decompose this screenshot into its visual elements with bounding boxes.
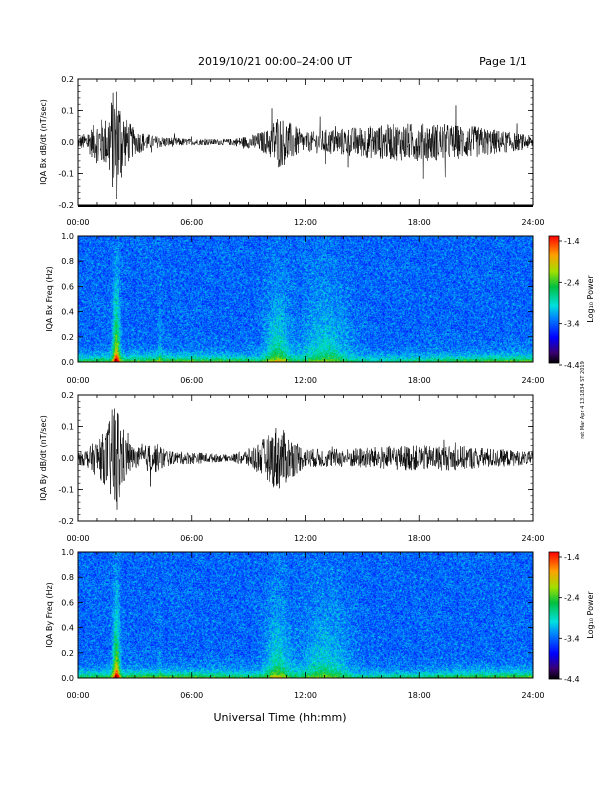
bx-spectrogram-y-axis-title: IQA Bx Freq (Hz) bbox=[45, 266, 54, 332]
bx-dbdt-panel: 0.2 0.1 0.0 -0.1 -0.2 00:00 06:00 12:00 18:00 24… bbox=[39, 75, 545, 227]
by-dbdt-x-tick-label: 00:00 bbox=[66, 534, 89, 543]
colorbar-top: -1.4 -2.4 -3.4 -4.4 Log₁₀ Power bbox=[548, 235, 595, 370]
x-axis-title: Universal Time (hh:mm) bbox=[214, 711, 347, 724]
by-dbdt-y-tick-label: 0.1 bbox=[61, 423, 74, 432]
by-dbdt-trace bbox=[77, 408, 534, 510]
bx-spectrogram-y-tick-label: 0.0 bbox=[61, 358, 74, 367]
colorbar-bottom-tick-label: -4.4 bbox=[564, 675, 580, 684]
bx-dbdt-y-tick-label: 0.2 bbox=[61, 75, 74, 84]
colorbar-bottom-ticks: -1.4 -2.4 -3.4 -4.4 bbox=[559, 553, 580, 684]
bx-dbdt-y-ticks: 0.2 0.1 0.0 -0.1 -0.2 bbox=[58, 75, 533, 210]
by-spectrogram-x-tick-label: 18:00 bbox=[408, 691, 431, 700]
by-dbdt-x-tick-label: 24:00 bbox=[521, 534, 544, 543]
by-spectrogram-y-ticks: 1.0 0.8 0.6 0.4 0.2 0.0 bbox=[61, 548, 533, 683]
side-note: ret Mar Apr 4 13:1834 ST 2019 bbox=[580, 361, 586, 439]
by-spectrogram-image bbox=[78, 552, 533, 678]
by-dbdt-x-tick-label: 18:00 bbox=[408, 534, 431, 543]
by-spectrogram-y-tick-label: 0.6 bbox=[61, 598, 74, 607]
colorbar-top-ticks: -1.4 -2.4 -3.4 -4.4 bbox=[559, 237, 580, 370]
colorbar-bottom-tick-label: -3.4 bbox=[564, 634, 580, 643]
bx-dbdt-x-tick-label: 24:00 bbox=[521, 218, 544, 227]
by-spectrogram-y-tick-label: 0.2 bbox=[61, 649, 74, 658]
bx-dbdt-y-tick-label: 0.1 bbox=[61, 107, 74, 116]
by-spectrogram-x-tick-label: 24:00 bbox=[521, 691, 544, 700]
bx-spectrogram-y-tick-label: 0.6 bbox=[61, 282, 74, 291]
header-page: Page 1/1 bbox=[479, 55, 527, 68]
by-spectrogram-x-tick-label: 12:00 bbox=[294, 691, 317, 700]
by-spectrogram-y-tick-label: 1.0 bbox=[61, 548, 74, 557]
bx-spectrogram-x-tick-label: 12:00 bbox=[294, 376, 317, 385]
colorbar-bottom-tick-label: -1.4 bbox=[564, 553, 580, 562]
by-spectrogram-y-tick-label: 0.4 bbox=[61, 624, 74, 633]
bx-dbdt-trace bbox=[77, 91, 534, 199]
colorbar-top-gradient bbox=[548, 235, 560, 364]
bx-dbdt-x-tick-label: 06:00 bbox=[180, 218, 203, 227]
by-spectrogram-y-axis-title: IQA By Freq (Hz) bbox=[45, 582, 54, 648]
by-spectrogram-y-tick-label: 0.8 bbox=[61, 573, 74, 582]
by-dbdt-x-tick-label: 06:00 bbox=[180, 534, 203, 543]
by-spectrogram-panel: 1.0 0.8 0.6 0.4 0.2 0.0 00:00 06:00 12:00 18:00 2… bbox=[45, 548, 545, 700]
by-dbdt-x-tick-label: 12:00 bbox=[294, 534, 317, 543]
bx-dbdt-x-ticks: 00:00 06:00 12:00 18:00 24:00 bbox=[66, 79, 545, 227]
colorbar-top-title: Log₁₀ Power bbox=[586, 275, 595, 323]
bx-spectrogram-x-ticks: 00:00 06:00 12:00 18:00 24:00 bbox=[66, 236, 545, 385]
bx-spectrogram-image bbox=[78, 236, 533, 362]
colorbar-top-tick-label: -3.4 bbox=[564, 320, 580, 329]
colorbar-top-tick-label: -2.4 bbox=[564, 278, 580, 287]
colorbar-bottom: -1.4 -2.4 -3.4 -4.4 Log₁₀ Power bbox=[548, 551, 595, 684]
by-dbdt-y-tick-label: 0.0 bbox=[61, 454, 74, 463]
bx-spectrogram-y-tick-label: 0.4 bbox=[61, 308, 74, 317]
by-dbdt-series-line bbox=[77, 408, 534, 510]
colorbar-bottom-title: Log₁₀ Power bbox=[586, 591, 595, 639]
colorbar-bottom-tick-label: -2.4 bbox=[564, 594, 580, 603]
bx-spectrogram-x-tick-label: 06:00 bbox=[180, 376, 203, 385]
bx-dbdt-y-axis-title: IQA Bx dB/dt (nT/sec) bbox=[39, 99, 48, 185]
bx-spectrogram-y-ticks: 1.0 0.8 0.6 0.4 0.2 0.0 bbox=[61, 232, 533, 367]
by-spectrogram-x-tick-label: 06:00 bbox=[180, 691, 203, 700]
by-dbdt-panel: 0.2 0.1 0.0 -0.1 -0.2 00:00 06:00 12:00 18:00 24… bbox=[39, 391, 545, 543]
by-spectrogram-x-ticks: 00:00 06:00 12:00 18:00 24:00 bbox=[66, 552, 545, 700]
bx-spectrogram-panel: 1.0 0.8 0.6 0.4 0.2 0.0 00:00 06:00 12:00 18:00 2… bbox=[45, 232, 545, 385]
bx-dbdt-x-tick-label: 12:00 bbox=[294, 218, 317, 227]
bx-spectrogram-y-tick-label: 0.8 bbox=[61, 257, 74, 266]
by-dbdt-y-tick-label: -0.2 bbox=[58, 517, 74, 526]
bx-dbdt-y-tick-label: 0.0 bbox=[61, 138, 74, 147]
colorbar-top-tick-label: -4.4 bbox=[564, 361, 580, 370]
colorbar-bottom-gradient bbox=[548, 551, 560, 680]
by-dbdt-y-axis-title: IQA By dB/dt (nT/sec) bbox=[39, 415, 48, 501]
by-dbdt-x-ticks: 00:00 06:00 12:00 18:00 24:00 bbox=[66, 395, 545, 543]
colorbar-top-tick-label: -1.4 bbox=[564, 237, 580, 246]
by-dbdt-y-ticks: 0.2 0.1 0.0 -0.1 -0.2 bbox=[58, 391, 533, 526]
by-spectrogram-y-tick-label: 0.0 bbox=[61, 674, 74, 683]
bx-dbdt-series-line bbox=[77, 91, 534, 199]
by-dbdt-y-tick-label: -0.1 bbox=[58, 486, 74, 495]
by-dbdt-y-tick-label: 0.2 bbox=[61, 391, 74, 400]
bx-spectrogram-x-tick-label: 24:00 bbox=[521, 376, 544, 385]
bx-dbdt-y-tick-label: -0.1 bbox=[58, 170, 74, 179]
header-date-range: 2019/10/21 00:00–24:00 UT bbox=[198, 55, 352, 68]
bx-spectrogram-x-tick-label: 18:00 bbox=[408, 376, 431, 385]
bx-spectrogram-x-tick-label: 00:00 bbox=[66, 376, 89, 385]
bx-dbdt-y-tick-label: -0.2 bbox=[58, 201, 74, 210]
bx-spectrogram-y-tick-label: 1.0 bbox=[61, 232, 74, 241]
bx-dbdt-x-tick-label: 00:00 bbox=[66, 218, 89, 227]
bx-dbdt-x-tick-label: 18:00 bbox=[408, 218, 431, 227]
bx-spectrogram-y-tick-label: 0.2 bbox=[61, 333, 74, 342]
by-spectrogram-x-tick-label: 00:00 bbox=[66, 691, 89, 700]
